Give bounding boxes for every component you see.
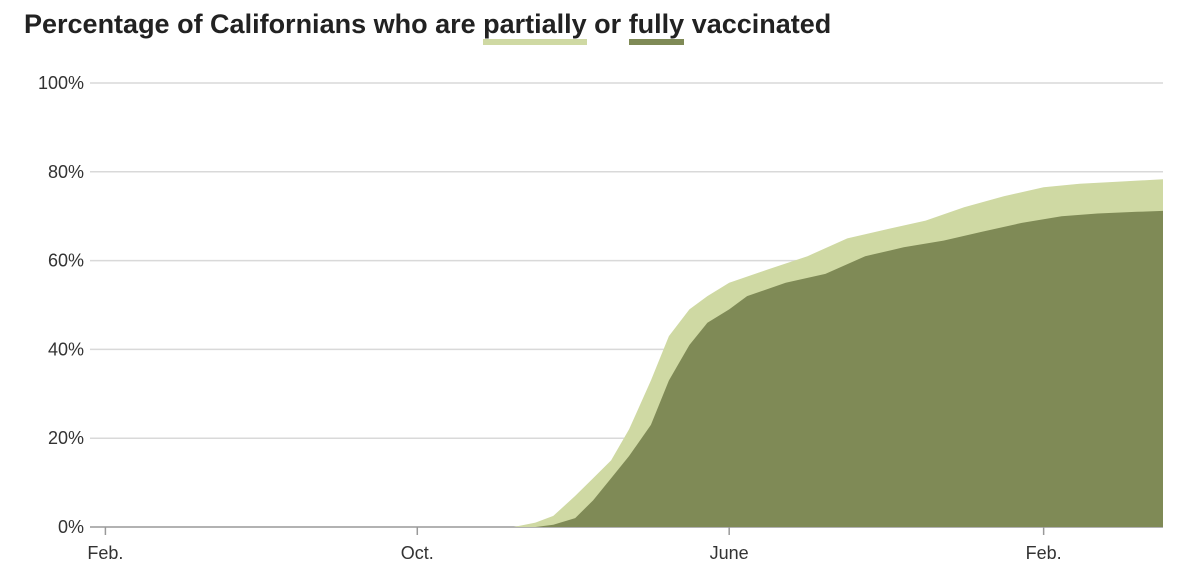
y-tick-label: 60% xyxy=(48,251,84,271)
y-tick-label: 0% xyxy=(58,517,84,537)
chart-title: Percentage of Californians who are parti… xyxy=(24,6,831,45)
area-series xyxy=(90,179,1163,528)
y-tick-label: 100% xyxy=(38,73,84,93)
x-axis-labels: Feb. Oct. June Feb. xyxy=(87,527,1062,563)
y-tick-label: 40% xyxy=(48,339,84,359)
legend-partially-key: partially xyxy=(483,9,587,45)
title-suffix: vaccinated xyxy=(684,9,832,39)
y-axis-labels: 0% 20% 40% 60% 80% 100% xyxy=(38,73,84,537)
x-tick-label: Feb. xyxy=(87,543,123,563)
legend-fully-key: fully xyxy=(628,9,685,45)
x-tick-label: June xyxy=(710,543,749,563)
x-tick-label: Oct. xyxy=(401,543,434,563)
y-tick-label: 80% xyxy=(48,162,84,182)
x-tick-label: Feb. xyxy=(1026,543,1062,563)
area-fully xyxy=(90,210,1163,527)
title-middle: or xyxy=(586,9,629,39)
title-prefix: Percentage of Californians who are xyxy=(24,9,484,39)
y-tick-label: 20% xyxy=(48,428,84,448)
